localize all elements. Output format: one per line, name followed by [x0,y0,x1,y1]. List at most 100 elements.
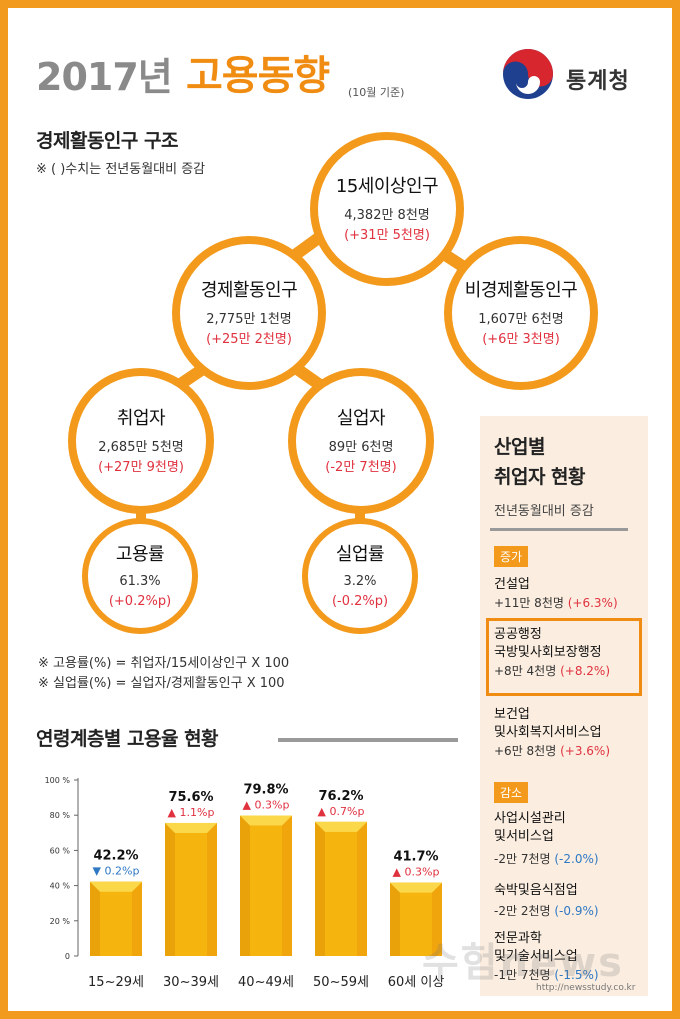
industry-value-pct: (+3.6%) [560,744,610,758]
bar-change-label: ▲ 0.3%p [243,799,290,812]
highlight-box [486,618,642,696]
bar-side [282,815,292,956]
bar-side [432,882,442,956]
bar-top [240,815,292,826]
bar-top [390,882,442,893]
industry-value: -1만 7천명 (-1.5%) [494,966,599,984]
industry-item: 건설업 +11만 8천명 (+6.3%) [494,576,618,612]
node-change: (-2만 7천명) [325,460,397,475]
age-employment-chart: 100 % 80 % 60 % 40 % 20 % 0 42.2%▼ 0.2%p 15~29세… [45,776,445,990]
y-tick-label: 100 % [45,776,71,785]
x-category-label: 40~49세 [238,975,294,990]
node-value: 4,382만 8천명 [344,208,430,223]
watermark-url: http://newsstudy.co.kr [536,983,636,993]
industry-name: 숙박및음식점업 [494,883,578,898]
bar-top [165,822,217,833]
decrease-tag: 감소 [494,782,529,803]
x-category-label: 50~59세 [313,975,369,990]
node-name: 취업자 [116,408,166,429]
industry-value: -2만 2천명 (-0.9%) [494,902,599,920]
infographic-page: 2017년 고용동향 (10월 기준) 통계청 경제활동인구 구조 ※ ( )수… [8,8,672,1011]
industry-value-pct: (-1.5%) [554,968,599,982]
industry-name: 공공행정 [494,627,542,642]
bar-top [90,881,142,892]
industry-name-cont: 및기술서비스업 [494,949,578,964]
industry-value-count: -2만 2천명 [494,904,551,918]
node-value: 2,685만 5천명 [98,440,184,455]
x-category-label: 15~29세 [88,975,144,990]
node-value: 2,775만 1천명 [206,312,292,327]
industry-value-count: -1만 7천명 [494,968,551,982]
formula-unemployment-rate: ※ 실업률(%) = 실업자/경제활동인구 X 100 [38,676,285,691]
node-value: 1,607만 6천명 [478,312,564,327]
statistics-korea-logo-icon [503,49,553,99]
increase-tag: 증가 [494,546,529,567]
structure-title: 경제활동인구 구조 [36,130,178,152]
chart-title-underline [278,738,458,742]
node-value: 89만 6천명 [328,440,394,455]
industry-value-count: +8만 4천명 [494,664,557,678]
bar-side [165,822,175,956]
node-value: 61.3% [119,574,161,589]
watermark-text: 수험news [422,940,624,986]
node-value: 3.2% [343,574,377,589]
industry-panel: 산업별 취업자 현황 전년동월대비 증감 증가 건설업 +11만 8천명 (+6… [480,416,648,996]
industry-name: 사업시설관리 [494,811,566,826]
industry-name-cont: 및사회복지서비스업 [494,725,602,740]
node-inactive: 비경제활동인구 1,607만 6천명 (+6만 3천명) [444,236,598,390]
bar-value-label: 79.8% [243,783,288,798]
bar-side [132,881,142,956]
y-tick-label: 80 % [50,811,71,820]
bar-change-label: ▲ 0.3%p [393,866,440,879]
node-change: (+25만 2천명) [206,332,292,347]
industry-value: +6만 8천명 (+3.6%) [494,742,610,760]
industry-name: 건설업 [494,577,530,592]
node-unemployed: 실업자 89만 6천명 (-2만 7천명) [288,368,434,514]
industry-name-cont: 및서비스업 [494,829,554,844]
y-tick-label: 40 % [50,882,71,891]
bar-value-label: 75.6% [168,790,213,805]
industry-title-line1: 산업별 [494,436,545,458]
y-tick-label: 60 % [50,846,71,855]
industry-name-cont: 국방및사회보장행정 [494,645,602,660]
industry-value-pct: (-0.9%) [554,904,599,918]
org-name: 통계청 [566,69,630,94]
node-name: 비경제활동인구 [464,280,578,301]
industry-name: 전문과학 [494,931,542,946]
industry-item: 숙박및음식점업 -2만 2천명 (-0.9%) [494,882,599,920]
industry-value-count: -2만 7천명 [494,852,551,866]
node-change: (+27만 9천명) [98,460,184,475]
industry-item: 보건업 및사회복지서비스업 +6만 8천명 (+3.6%) [494,706,610,760]
industry-item: 공공행정 국방및사회보장행정 +8만 4천명 (+8.2%) [494,626,610,680]
industry-item: 사업시설관리 및서비스업 -2만 7천명 (-2.0%) [494,810,599,868]
bar-top [315,821,367,832]
y-tick-label: 20 % [50,917,71,926]
formula-employment-rate: ※ 고용률(%) = 취업자/15세이상인구 X 100 [38,656,290,671]
y-tick-label: 0 [65,952,70,961]
industry-value: -2만 7천명 (-2.0%) [494,850,599,868]
node-name: 15세이상인구 [335,176,439,197]
node-employment-rate: 고용률 61.3% (+0.2%p) [82,518,198,634]
industry-value-count: +11만 8천명 [494,596,564,610]
bar-side [390,882,400,956]
node-name: 고용률 [115,544,165,565]
node-employed: 취업자 2,685만 5천명 (+27만 9천명) [68,368,214,514]
x-category-label: 30~39세 [163,975,219,990]
node-name: 실업률 [335,544,385,565]
divider [490,528,628,531]
industry-subtitle: 전년동월대비 증감 [494,504,594,519]
bar-value-label: 42.2% [93,849,138,864]
bar-side [240,815,250,956]
title-main: 고용동향 [186,53,330,99]
structure-note: ※ ( )수치는 전년동월대비 증감 [36,162,206,177]
industry-title-line2: 취업자 현황 [494,466,586,488]
industry-value-pct: (+8.2%) [560,664,610,678]
industry-value-count: +6만 8천명 [494,744,557,758]
title-year: 2017년 [36,55,173,99]
industry-name: 보건업 [494,707,530,722]
bar-value-label: 41.7% [393,850,438,865]
node-change: (+0.2%p) [108,594,172,609]
chart-title: 연령계층별 고용율 현황 [36,728,219,750]
node-pop15: 15세이상인구 4,382만 8천명 (+31만 5천명) [310,132,464,286]
industry-item: 전문과학 및기술서비스업 -1만 7천명 (-1.5%) [494,930,599,984]
